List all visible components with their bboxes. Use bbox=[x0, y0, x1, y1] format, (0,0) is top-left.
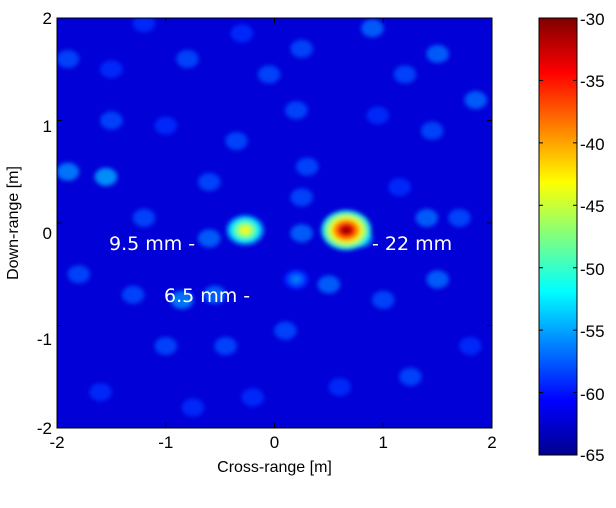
speckle-blob bbox=[426, 44, 449, 63]
speckle-blob bbox=[399, 367, 422, 386]
speckle-blob bbox=[67, 265, 90, 284]
speckle-blob bbox=[203, 285, 226, 304]
speckle-blob bbox=[57, 50, 80, 68]
speckle-blob bbox=[361, 19, 384, 38]
speckle-blob bbox=[176, 50, 199, 68]
colorbar-tick-label: -35 bbox=[580, 72, 605, 91]
plot-tick-marks bbox=[56, 17, 493, 429]
y-tick-label: 1 bbox=[43, 117, 52, 136]
speckle-blob bbox=[290, 188, 313, 207]
speckle-blob bbox=[57, 162, 80, 181]
speckle-blob bbox=[459, 337, 482, 355]
annotations: 9.5 mm - - 22 mm 6.5 mm - bbox=[109, 233, 452, 307]
speckle-blob bbox=[388, 178, 411, 197]
y-tick-label: -2 bbox=[37, 419, 52, 438]
plot-area bbox=[56, 17, 493, 429]
speckle-blob bbox=[290, 224, 313, 243]
speckle-blob bbox=[317, 275, 341, 294]
speckle-blob bbox=[448, 208, 471, 227]
annotation-22mm: - 22 mm bbox=[372, 233, 452, 255]
colorbar-gradient bbox=[538, 17, 578, 456]
speckle-blob bbox=[181, 398, 205, 417]
y-axis: 2 1 0 -1 -2 Down-range [m] bbox=[5, 9, 52, 438]
speckle-blob bbox=[100, 60, 123, 79]
y-tick-label: -1 bbox=[37, 330, 52, 349]
x-tick-label: -1 bbox=[158, 433, 173, 452]
speckle-blob bbox=[225, 132, 248, 150]
x-tick-label: 0 bbox=[270, 433, 279, 452]
speckle-blob bbox=[170, 290, 194, 309]
y-axis-label: Down-range [m] bbox=[5, 166, 22, 280]
x-axis: -2 -1 0 1 2 Cross-range [m] bbox=[49, 433, 496, 476]
speckle-blob bbox=[464, 91, 487, 109]
x-tick-label: -2 bbox=[49, 433, 64, 452]
speckle-blob bbox=[328, 378, 351, 396]
colorbar-tick-label: -45 bbox=[580, 197, 605, 216]
colorbar-tick-label: -40 bbox=[580, 135, 605, 154]
y-tick-label: 2 bbox=[43, 9, 52, 28]
colorbar-tick-label: -55 bbox=[580, 322, 605, 341]
speckle-blob bbox=[230, 24, 254, 43]
y-tick-label: 0 bbox=[43, 224, 52, 243]
speckle-blob bbox=[198, 173, 221, 191]
speckle-blob bbox=[372, 290, 395, 309]
colorbar-tick-label: -50 bbox=[580, 260, 605, 279]
colorbar-tick-marks bbox=[539, 17, 577, 456]
heatmap-intensity bbox=[57, 18, 487, 417]
x-tick-label: 1 bbox=[379, 433, 388, 452]
speckle-blob bbox=[426, 270, 449, 289]
speckle-blob bbox=[154, 337, 177, 355]
speckle-blob bbox=[89, 383, 112, 402]
speckle-blob bbox=[100, 111, 123, 130]
speckle-blob bbox=[94, 167, 118, 186]
speckle-blob bbox=[257, 65, 281, 84]
speckle-blob bbox=[132, 208, 156, 227]
colorbar: -30 -35 -40 -45 -50 -55 -60 -65 bbox=[538, 10, 605, 465]
speckle-blob bbox=[214, 337, 237, 355]
speckle-blob bbox=[393, 65, 417, 84]
colorbar-tick-label: -30 bbox=[580, 10, 605, 29]
target-response bbox=[240, 226, 250, 234]
speckle-blob bbox=[198, 229, 221, 248]
annotation-6-5mm: 6.5 mm - bbox=[164, 285, 250, 307]
speckle-blob bbox=[274, 321, 297, 340]
x-tick-label: 2 bbox=[487, 433, 496, 452]
annotation-9-5mm: 9.5 mm - bbox=[109, 233, 195, 255]
speckle-blob bbox=[154, 116, 177, 135]
speckle-blob bbox=[295, 157, 319, 176]
target-response bbox=[293, 276, 300, 282]
target-response bbox=[340, 225, 353, 236]
speckle-blob bbox=[132, 18, 156, 33]
speckle-blob bbox=[366, 106, 390, 125]
colorbar-tick-label: -60 bbox=[580, 385, 605, 404]
speckle-blob bbox=[121, 285, 145, 304]
speckle-blob bbox=[241, 388, 264, 407]
speckle-blob bbox=[415, 208, 438, 227]
speckle-blob bbox=[285, 101, 308, 120]
speckle-blob bbox=[290, 39, 313, 58]
colorbar-tick-label: -65 bbox=[580, 446, 605, 465]
speckle-blob bbox=[420, 121, 444, 140]
x-axis-label: Cross-range [m] bbox=[217, 459, 332, 476]
